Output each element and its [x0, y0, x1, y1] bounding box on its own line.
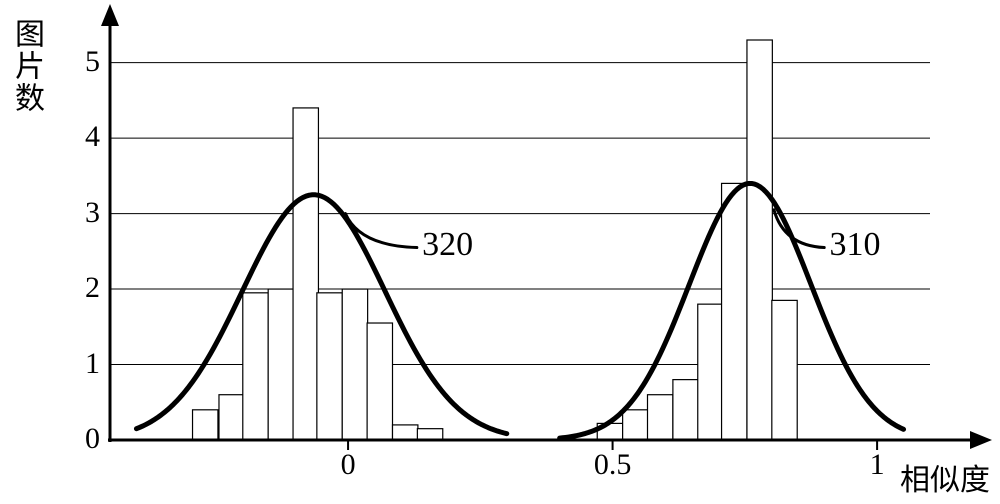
x-axis-label: 相似度: [900, 455, 990, 499]
y-tick-label: 5: [70, 45, 100, 79]
y-tick-label: 0: [70, 422, 100, 456]
x-tick-label: 0.5: [588, 448, 638, 482]
x-tick-label: 0: [323, 448, 373, 482]
y-tick-label: 2: [70, 271, 100, 305]
y-tick-label: 3: [70, 196, 100, 230]
y-axis-label: 图片数: [10, 18, 43, 114]
annotation-320: 320: [422, 226, 473, 264]
x-tick-label: 1: [852, 448, 902, 482]
y-tick-label: 1: [70, 347, 100, 381]
y-tick-label: 4: [70, 120, 100, 154]
annotation-310: 310: [829, 226, 880, 264]
